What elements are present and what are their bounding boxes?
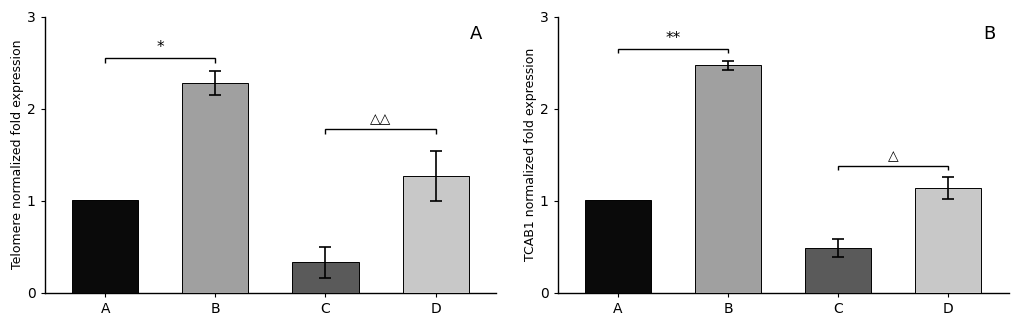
Y-axis label: TCAB1 normalized fold expression: TCAB1 normalized fold expression <box>524 48 536 261</box>
Text: A: A <box>470 25 482 43</box>
Bar <box>403 176 468 293</box>
Text: **: ** <box>664 31 680 46</box>
Bar <box>585 200 650 293</box>
Y-axis label: Telomere normalized fold expression: Telomere normalized fold expression <box>11 40 24 269</box>
Text: △: △ <box>888 149 898 163</box>
Bar <box>914 188 980 293</box>
Text: *: * <box>156 40 164 55</box>
Bar <box>804 248 870 293</box>
Bar <box>182 83 249 293</box>
Bar <box>695 65 760 293</box>
Text: B: B <box>982 25 995 43</box>
Bar <box>72 200 139 293</box>
Text: △△: △△ <box>370 112 390 126</box>
Bar <box>292 263 358 293</box>
